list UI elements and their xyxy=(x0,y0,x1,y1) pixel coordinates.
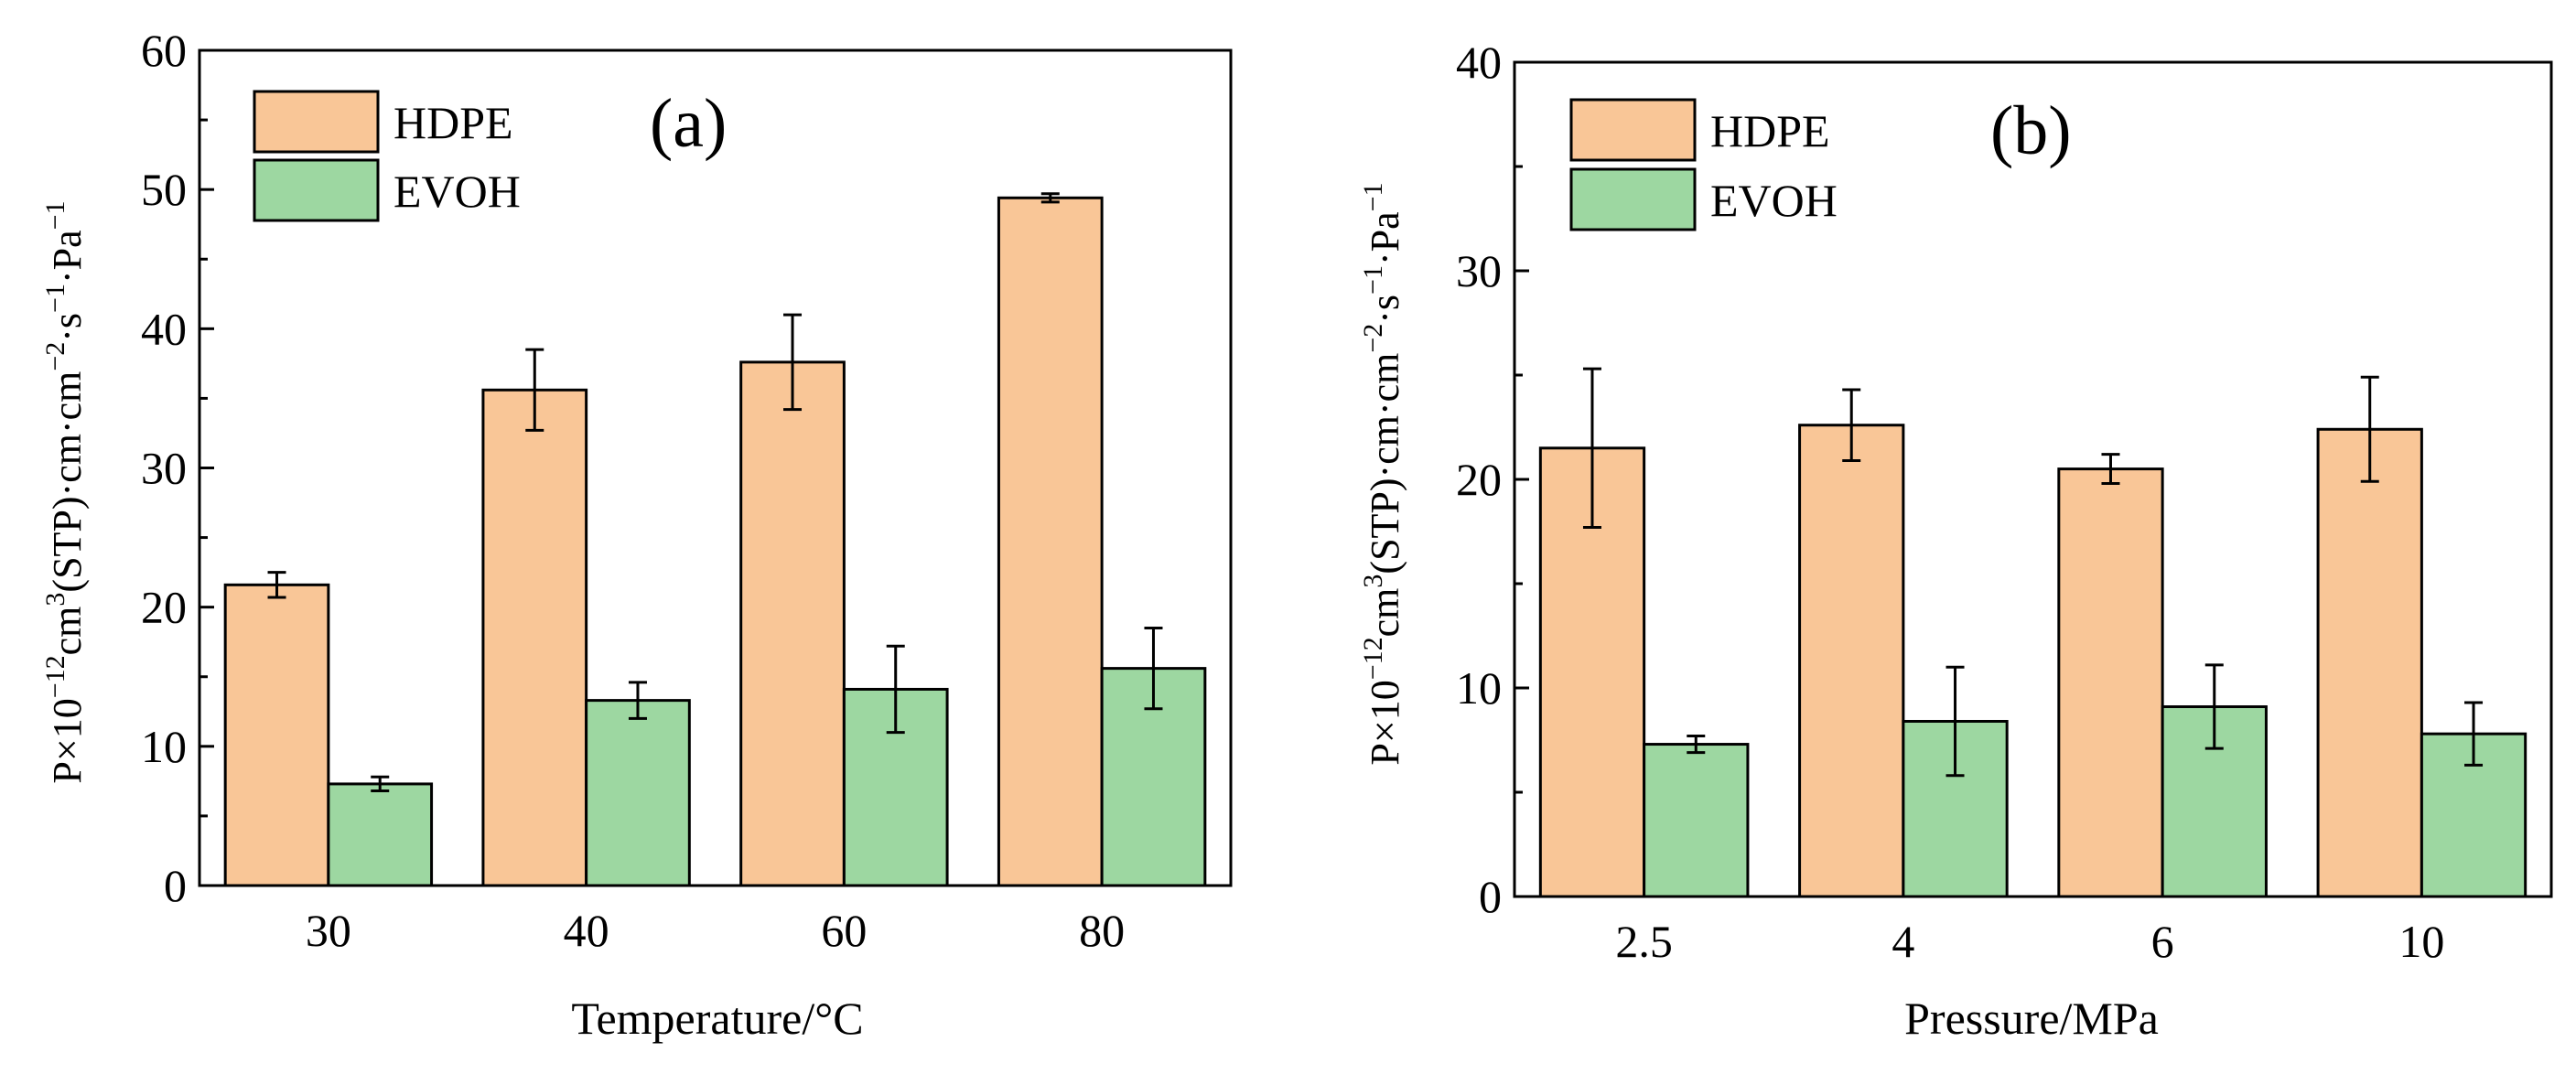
bar-hdpe xyxy=(739,360,846,887)
bar-hdpe xyxy=(481,388,588,887)
bar-evoh xyxy=(327,782,434,887)
y-tick-label: 10 xyxy=(141,721,187,772)
legend: HDPE EVOH xyxy=(1569,98,1838,231)
chart-panel-b: 0 10 20 30 40 2.5 4 6 10 HDPE EVOH (b) Pressure/… xyxy=(1358,37,2553,1044)
y-tick-label: 60 xyxy=(141,25,187,76)
x-tick-label: 80 xyxy=(1079,905,1125,956)
y-tick-label: 50 xyxy=(141,164,187,215)
legend-label-hdpe: HDPE xyxy=(393,97,513,148)
axis-ticks: 0 10 20 30 40 50 60 30 40 60 80 xyxy=(141,25,1125,956)
error-bars-group xyxy=(267,192,1163,793)
bar-hdpe xyxy=(997,196,1104,887)
error-bars-group xyxy=(1582,367,2484,778)
bar-evoh xyxy=(1643,743,1750,898)
legend-label-evoh: EVOH xyxy=(393,166,521,217)
bar-evoh xyxy=(585,699,691,887)
y-tick-label: 20 xyxy=(141,582,187,633)
bar-hdpe xyxy=(2316,427,2423,898)
legend-label-evoh: EVOH xyxy=(1710,175,1838,226)
y-tick-label: 0 xyxy=(164,860,187,911)
panel-label: (b) xyxy=(1990,92,2072,169)
x-tick-label: 30 xyxy=(306,905,351,956)
bar-hdpe xyxy=(2057,467,2164,898)
y-axis-label: P×10−12cm3(STP)·cm·cm−2·s−1·Pa−1 xyxy=(40,200,90,783)
x-axis-label: Pressure/MPa xyxy=(1904,993,2159,1044)
x-axis-label: Temperature/°C xyxy=(571,993,863,1044)
y-tick-label: 20 xyxy=(1456,454,1502,505)
y-tick-label: 30 xyxy=(141,443,187,494)
x-tick-label: 10 xyxy=(2398,916,2444,967)
y-tick-label: 30 xyxy=(1456,245,1502,296)
legend-label-hdpe: HDPE xyxy=(1710,105,1830,156)
bar-hdpe xyxy=(1798,424,1905,898)
bars-group xyxy=(223,196,1207,887)
x-tick-label: 4 xyxy=(1892,916,1914,967)
legend-swatch-hdpe xyxy=(1569,98,1697,162)
x-tick-label: 40 xyxy=(564,905,609,956)
bars-group xyxy=(1538,424,2527,898)
y-axis-label: P×10−12cm3(STP)·cm·cm−2·s−1·Pa−1 xyxy=(1358,182,1407,765)
bar-evoh xyxy=(1902,719,2009,898)
legend-swatch-evoh xyxy=(253,158,380,222)
y-tick-label: 40 xyxy=(141,303,187,354)
x-tick-label: 6 xyxy=(2151,916,2174,967)
y-tick-label: 40 xyxy=(1456,37,1502,88)
y-tick-label: 10 xyxy=(1456,662,1502,714)
x-tick-label: 60 xyxy=(821,905,867,956)
legend: HDPE EVOH xyxy=(253,90,521,222)
chart-panel-a: 0 10 20 30 40 50 60 30 40 60 80 HDPE EVOH (a) Temp… xyxy=(40,25,1233,1044)
legend-swatch-hdpe xyxy=(253,90,380,154)
y-tick-label: 0 xyxy=(1479,871,1502,922)
bar-hdpe xyxy=(223,583,330,887)
axis-ticks: 0 10 20 30 40 2.5 4 6 10 xyxy=(1456,37,2444,967)
legend-swatch-evoh xyxy=(1569,167,1697,231)
x-tick-label: 2.5 xyxy=(1615,916,1673,967)
panel-label: (a) xyxy=(650,85,727,162)
